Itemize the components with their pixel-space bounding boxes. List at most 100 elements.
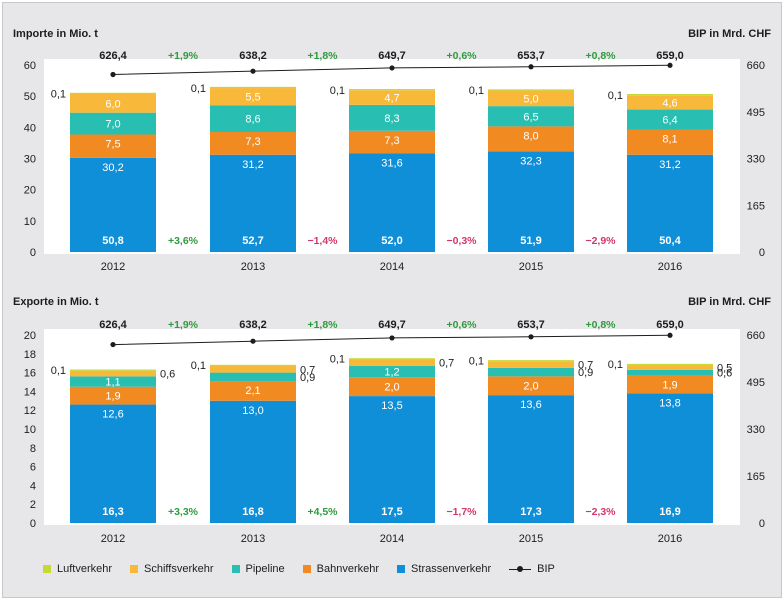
bip-change-label: +0,8%	[585, 319, 616, 331]
bar-luftverkehr-2016	[627, 94, 713, 96]
bar-strassenverkehr-2015	[488, 395, 574, 523]
segment-label-bahnverkehr: 8,0	[523, 130, 538, 142]
segment-label-bahnverkehr: 7,3	[245, 136, 260, 148]
segment-label-schiffsverkehr: 0,7	[578, 360, 593, 372]
total-change-label: −2,9%	[585, 235, 616, 247]
y-tick-label: 2	[30, 499, 36, 511]
bip-point	[389, 65, 395, 71]
bip-point	[250, 68, 256, 74]
y-tick-label: 0	[30, 247, 36, 259]
bar-strassenverkehr-2013	[210, 400, 296, 523]
bar-bahnverkehr-2012	[70, 134, 156, 158]
x-tick-label: 2015	[519, 261, 543, 273]
bar-pipeline-2013	[210, 105, 296, 133]
segment-label-luftverkehr: 0,1	[469, 355, 484, 367]
segment-label-luftverkehr: 0,1	[330, 85, 345, 97]
segment-label-bahnverkehr: 1,9	[662, 379, 677, 391]
bar-schiffsverkehr-2016	[627, 365, 713, 370]
x-tick-label: 2016	[658, 533, 682, 545]
bar-luftverkehr-2013	[210, 364, 296, 367]
bip-value-label: 626,4	[99, 50, 127, 62]
bar-luftverkehr-2016	[627, 363, 713, 366]
segment-label-schiffsverkehr: 0,6	[160, 369, 175, 381]
y2-tick-label: 330	[747, 154, 765, 166]
legend-line-bip-icon	[509, 565, 532, 573]
x-tick-label: 2013	[241, 533, 265, 545]
segment-label-bahnverkehr: 1,9	[105, 391, 120, 403]
segment-label-strassenverkehr: 13,5	[381, 400, 402, 412]
segment-label-schiffsverkehr: 5,0	[523, 93, 538, 105]
legend-swatch-bahnverkehr	[302, 565, 311, 573]
segment-label-luftverkehr: 0,1	[51, 365, 66, 377]
bar-strassenverkehr-2016	[627, 393, 713, 523]
segment-label-strassenverkehr: 13,6	[520, 399, 541, 411]
x-tick-label: 2014	[380, 261, 404, 273]
bar-strassenverkehr-2013	[210, 154, 296, 252]
bar-schiffsverkehr-2013	[210, 88, 296, 106]
legend-swatch-schiffsverkehr	[130, 565, 139, 573]
segment-label-luftverkehr: 0,1	[191, 360, 206, 372]
x-tick-label: 2014	[380, 533, 404, 545]
bar-strassenverkehr-2014	[349, 396, 435, 523]
segment-label-schiffsverkehr: 0,5	[717, 362, 732, 374]
legend-item-bahnverkehr: Bahnverkehr	[302, 563, 379, 575]
bar-schiffsverkehr-2015	[488, 361, 574, 368]
bar-luftverkehr-2015	[488, 360, 574, 362]
bar-total-label: 50,4	[659, 235, 681, 247]
legend-label-strassenverkehr: Strassenverkehr	[411, 563, 492, 575]
bar-luftverkehr-2012	[70, 92, 156, 94]
segment-label-schiffsverkehr: 0,7	[439, 358, 454, 370]
bar-bahnverkehr-2015	[488, 126, 574, 152]
segment-label-bahnverkehr: 2,0	[523, 380, 538, 392]
segment-label-luftverkehr: 0,1	[608, 90, 623, 102]
segment-label-pipeline: 1,2	[384, 367, 399, 379]
bar-schiffsverkehr-2013	[210, 366, 296, 373]
bar-strassenverkehr-2012	[70, 404, 156, 523]
legend-label-bip: BIP	[537, 563, 555, 575]
total-change-label: +3,6%	[168, 235, 199, 247]
legend-item-bip: BIP	[509, 563, 555, 575]
x-tick-label: 2016	[658, 261, 682, 273]
bip-point	[110, 341, 116, 348]
y-tick-label: 4	[30, 480, 36, 492]
bar-pipeline-2012	[70, 112, 156, 135]
bar-strassenverkehr-2016	[627, 154, 713, 252]
legend-swatch-strassenverkehr	[397, 565, 406, 573]
bar-total-label: 16,3	[102, 506, 123, 518]
bar-schiffsverkehr-2012	[70, 370, 156, 377]
bar-total-label: 17,5	[381, 506, 402, 518]
segment-label-pipeline: 0,6	[717, 368, 732, 380]
y2-tick-label: 330	[747, 424, 765, 436]
segment-label-pipeline: 0,9	[300, 372, 315, 384]
legend-item-pipeline: Pipeline	[231, 563, 285, 575]
bar-strassenverkehr-2015	[488, 151, 574, 252]
bip-point	[667, 332, 673, 338]
bar-luftverkehr-2014	[349, 89, 435, 91]
bar-schiffsverkehr-2014	[349, 90, 435, 105]
legend-swatch-pipeline	[231, 565, 240, 573]
y-tick-label: 14	[24, 386, 36, 398]
y2-tick-label: 0	[759, 518, 765, 530]
bip-change-label: +0,6%	[446, 319, 477, 331]
segment-label-pipeline: 8,6	[245, 114, 260, 126]
bar-strassenverkehr-2012	[70, 157, 156, 252]
bar-bahnverkehr-2012	[70, 386, 156, 405]
x-tick-label: 2012	[101, 533, 125, 545]
segment-label-strassenverkehr: 30,2	[102, 162, 123, 174]
chart-title: Importe in Mio. t	[13, 28, 98, 40]
bar-pipeline-2016	[627, 109, 713, 130]
bip-value-label: 638,2	[239, 50, 267, 62]
bip-value-label: 659,0	[656, 50, 684, 62]
bar-pipeline-2015	[488, 106, 574, 127]
bip-value-label: 649,7	[378, 50, 406, 62]
y2-tick-label: 165	[747, 200, 765, 212]
y2-tick-label: 495	[747, 377, 765, 389]
bar-schiffsverkehr-2016	[627, 95, 713, 110]
bip-point	[528, 334, 534, 340]
segment-label-schiffsverkehr: 5,5	[245, 92, 260, 104]
bip-value-label: 659,0	[656, 319, 684, 331]
segment-label-strassenverkehr: 31,2	[242, 159, 263, 171]
segment-label-schiffsverkehr: 0,7	[300, 364, 315, 376]
segment-label-strassenverkehr: 31,2	[659, 159, 680, 171]
